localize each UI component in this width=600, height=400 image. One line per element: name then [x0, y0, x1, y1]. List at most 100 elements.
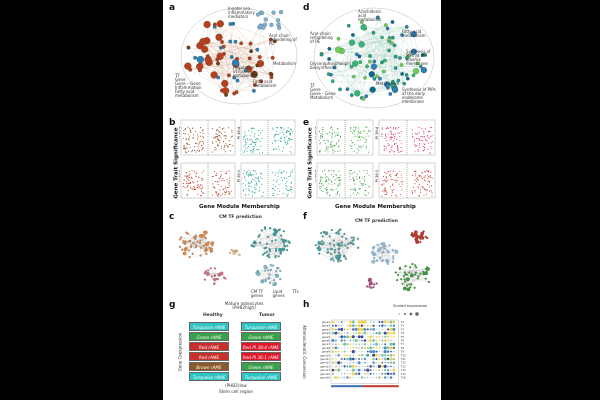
scatter-point	[390, 148, 392, 150]
scatter-point	[412, 186, 414, 188]
scatter-point	[254, 191, 256, 194]
network-node	[403, 278, 406, 281]
dotplot-dot	[378, 339, 381, 342]
scatter-point	[421, 127, 423, 130]
scatter-point	[321, 177, 323, 179]
network-node	[178, 238, 182, 241]
network-a-node	[221, 79, 229, 88]
scatter-point	[247, 175, 250, 177]
scatter-point	[249, 150, 251, 152]
network-d-node	[389, 41, 394, 45]
scatter-point	[187, 185, 189, 187]
scatter-point	[224, 151, 226, 153]
network-node	[414, 233, 417, 236]
scatter-point	[246, 150, 248, 152]
dotplot-dot	[369, 365, 372, 368]
scatter-point	[413, 139, 415, 141]
scatter-point	[422, 187, 424, 189]
dotplot-dot	[351, 364, 355, 368]
network-node	[343, 232, 346, 235]
scatter-point	[369, 130, 371, 132]
network-a-node	[201, 45, 209, 53]
scatter-point	[250, 138, 252, 140]
dotplot-right-label: T15	[401, 372, 406, 376]
scatter-point	[388, 151, 390, 153]
scatter-point	[221, 145, 223, 147]
dotplot-dot	[384, 324, 387, 327]
scatter-point	[381, 136, 383, 138]
dotplot-dot	[378, 343, 380, 345]
network-node	[392, 255, 395, 258]
dotplot-dot	[393, 339, 395, 342]
network-node	[333, 248, 337, 252]
dotplot-dot	[338, 339, 340, 342]
scatter-point	[288, 139, 290, 141]
scatter-point	[224, 192, 227, 194]
dotplot-row-label: gene7	[322, 342, 330, 346]
scatter-point	[364, 184, 367, 186]
scatter-point	[398, 126, 400, 128]
scatter-point	[186, 174, 188, 176]
scatter-point	[382, 175, 385, 178]
scatter-point	[326, 139, 328, 141]
scatter-point	[276, 133, 278, 136]
scatter-point	[319, 187, 321, 190]
scatter-point	[333, 171, 335, 173]
scatter-point	[187, 190, 189, 192]
dotplot-dot	[386, 338, 390, 343]
scatter-point	[202, 132, 204, 134]
scatter-point	[228, 183, 230, 185]
network-node	[267, 269, 270, 272]
network-node	[424, 235, 427, 238]
scatter-point	[223, 146, 225, 148]
scatter-plot-label: PI 38:4	[179, 126, 181, 139]
scatter-point	[327, 140, 329, 142]
dotplot-dot	[363, 331, 367, 335]
network-a-node	[216, 61, 220, 66]
scatter-point	[221, 180, 223, 182]
scatter-point	[186, 143, 188, 145]
network-d-node	[363, 75, 367, 80]
scatter-point	[182, 185, 184, 187]
scatter-point	[327, 133, 329, 135]
network-node	[286, 249, 289, 252]
scatter-point	[390, 146, 392, 148]
panel-h-legend-title: Scaled expression	[393, 303, 428, 308]
dotplot-dot	[386, 331, 390, 335]
network-a-node	[255, 63, 260, 68]
scatter-point	[400, 174, 402, 176]
network-node	[263, 227, 267, 230]
scatter-point	[202, 129, 204, 131]
scatter-point	[339, 179, 342, 181]
dotplot-dot	[343, 354, 346, 357]
scatter-point	[245, 135, 247, 137]
scatter-point	[425, 171, 427, 173]
scatter-point	[351, 145, 353, 147]
network-node	[337, 251, 341, 254]
scatter-point	[229, 150, 231, 152]
scatter-point	[319, 149, 321, 151]
network-d-node	[352, 60, 359, 67]
scatter-point	[423, 143, 425, 145]
scatter-point	[220, 137, 222, 139]
scatter-point	[398, 183, 400, 185]
network-a-node	[220, 40, 224, 44]
scatter-point	[189, 186, 192, 188]
scatter-point	[185, 172, 188, 174]
scatter-point	[203, 170, 205, 172]
scatter-point	[385, 179, 387, 181]
dotplot-dot	[343, 339, 346, 342]
dotplot-right-label: T5	[401, 335, 405, 339]
scatter-point	[396, 173, 398, 175]
dotplot-dot	[373, 332, 375, 334]
scatter-point	[332, 133, 334, 135]
scatter-point	[247, 185, 250, 187]
scatter-point	[418, 138, 420, 140]
scatter-point	[200, 191, 203, 193]
scatter-point	[366, 133, 368, 135]
scatter-point	[350, 195, 352, 197]
scatter-point	[247, 182, 249, 184]
scatter-point	[182, 137, 185, 139]
scatter-point	[431, 192, 433, 194]
network-node	[287, 240, 290, 243]
